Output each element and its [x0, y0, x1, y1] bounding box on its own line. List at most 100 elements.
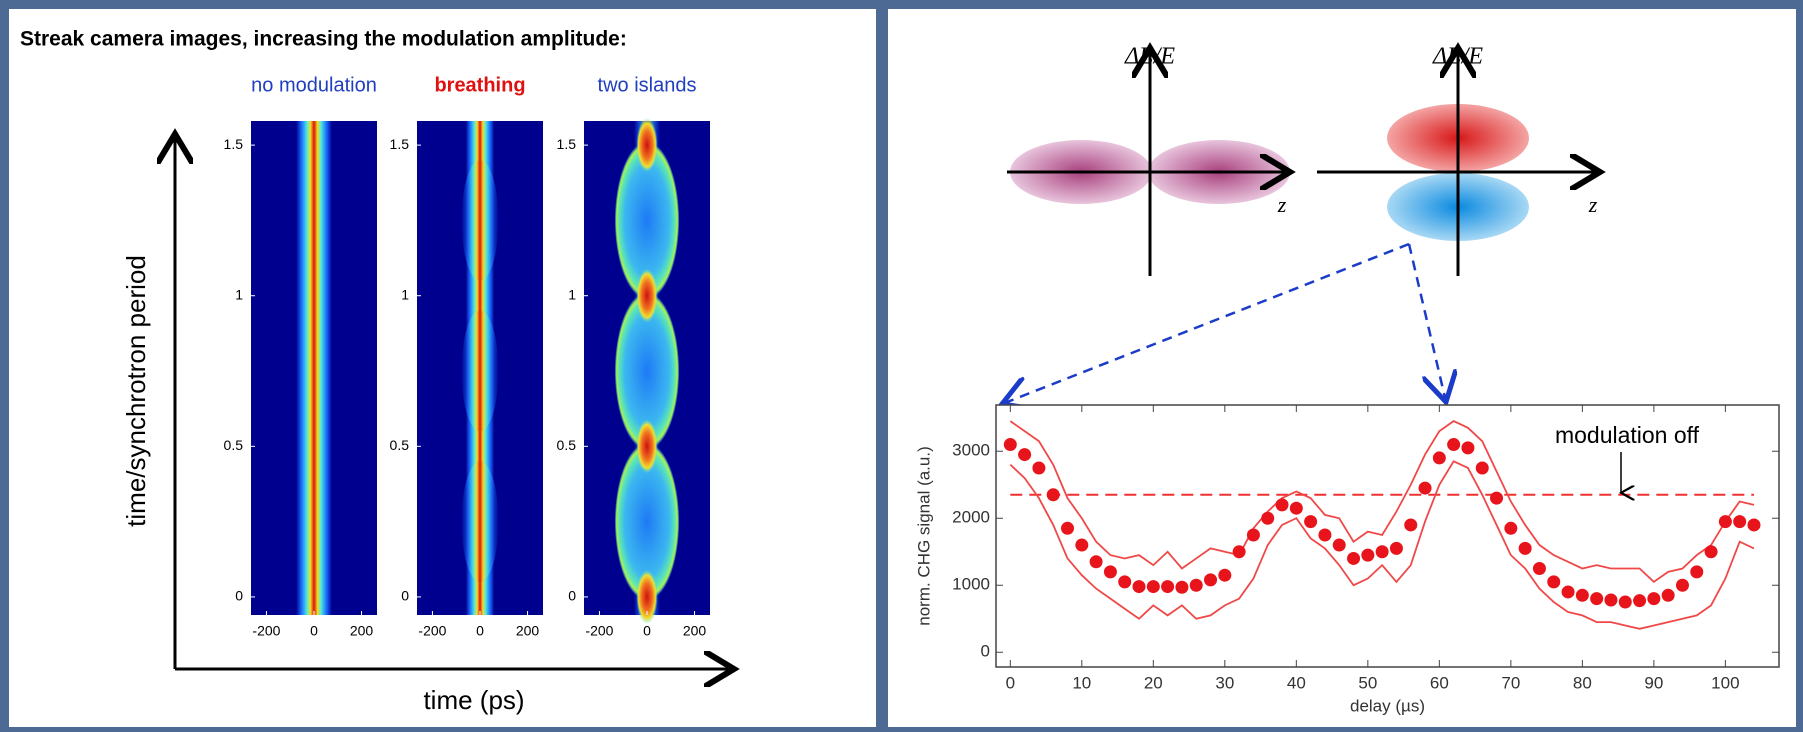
x-tick-label: -200	[252, 623, 280, 639]
y-tick-label: 0	[235, 588, 243, 604]
x-tick-label: 40	[1287, 673, 1306, 692]
data-point	[1404, 518, 1418, 532]
node-blob	[636, 117, 658, 173]
data-point	[1246, 528, 1260, 542]
data-point	[1561, 585, 1575, 599]
data-point	[1661, 588, 1675, 602]
data-point	[1432, 451, 1446, 465]
diagram-label: z	[1588, 192, 1598, 217]
x-tick-label: 200	[516, 623, 540, 639]
data-point	[1118, 575, 1132, 589]
x-tick-label: 50	[1358, 673, 1377, 692]
data-point	[1532, 561, 1546, 575]
data-point	[1075, 538, 1089, 552]
data-point	[1447, 438, 1461, 452]
data-point	[1504, 521, 1518, 535]
data-point	[1475, 461, 1489, 475]
panel-title: no modulation	[251, 74, 377, 96]
x-tick-label: -200	[418, 623, 446, 639]
streak-band	[296, 121, 332, 615]
island	[614, 292, 680, 450]
data-point	[1518, 541, 1532, 555]
data-point	[1046, 488, 1060, 502]
y-axis-label: norm. CHG signal (a.u.)	[914, 446, 933, 626]
y-tick-label: 3000	[952, 441, 990, 460]
x-axis-label: time (ps)	[423, 685, 524, 715]
data-point	[1332, 538, 1346, 552]
y-tick-label: 1	[401, 286, 409, 302]
panel-title: two islands	[598, 74, 697, 96]
annotation: modulation off	[1555, 422, 1700, 448]
data-point	[1161, 580, 1175, 594]
panel-title: breathing	[434, 74, 525, 96]
x-tick-label: 70	[1501, 673, 1520, 692]
x-tick-label: 0	[1006, 673, 1015, 692]
diagram-label: ΔE/E	[1124, 44, 1175, 70]
x-tick-label: 0	[476, 623, 484, 639]
data-point	[1032, 461, 1046, 475]
streak-bulge	[461, 461, 499, 582]
data-point	[1604, 593, 1618, 607]
x-tick-label: 10	[1072, 673, 1091, 692]
x-tick-label: 60	[1430, 673, 1449, 692]
y-tick-label: 1.5	[557, 136, 577, 152]
data-point	[1375, 545, 1389, 559]
data-point	[1146, 580, 1160, 594]
data-point	[1018, 448, 1032, 462]
island	[614, 443, 680, 600]
y-tick-label: 1	[568, 286, 576, 302]
y-tick-label: 2000	[952, 508, 990, 527]
data-point	[1261, 511, 1275, 525]
data-point	[1232, 545, 1246, 559]
x-tick-label: 200	[350, 623, 374, 639]
data-point	[1733, 515, 1747, 529]
data-point	[1204, 573, 1218, 587]
island	[614, 142, 680, 299]
y-axis-label: time/synchrotron period	[121, 255, 151, 527]
data-point	[1618, 595, 1632, 609]
data-point	[1275, 498, 1289, 512]
x-tick-label: -200	[585, 623, 613, 639]
streak-bulge	[461, 160, 499, 281]
data-point	[1747, 518, 1761, 532]
data-point	[1718, 515, 1732, 529]
data-point	[1089, 555, 1103, 569]
data-point	[1132, 580, 1146, 594]
node-blob	[636, 569, 658, 625]
x-tick-label: 30	[1215, 673, 1234, 692]
series-line	[1009, 460, 1755, 630]
node-blob	[636, 268, 658, 323]
data-point	[1175, 580, 1189, 594]
y-tick-label: 0.5	[390, 437, 410, 453]
diagram-label: z	[1277, 192, 1287, 217]
x-tick-label: 0	[310, 623, 318, 639]
y-tick-label: 0.5	[557, 437, 577, 453]
data-point	[1189, 578, 1203, 592]
y-tick-label: 1.5	[224, 136, 244, 152]
zoom-arrow	[1002, 242, 1410, 404]
data-point	[1103, 565, 1117, 579]
data-point	[1304, 515, 1318, 529]
y-tick-label: 1.5	[390, 136, 410, 152]
y-tick-label: 0	[981, 642, 990, 661]
data-point	[1003, 438, 1017, 452]
x-tick-label: 200	[683, 623, 707, 639]
plot-area	[995, 404, 1780, 668]
x-tick-label: 90	[1644, 673, 1663, 692]
data-point	[1675, 578, 1689, 592]
x-tick-label: 100	[1711, 673, 1739, 692]
diagram-label: ΔE/E	[1432, 44, 1483, 70]
data-point	[1547, 575, 1561, 589]
y-tick-label: 1	[235, 286, 243, 302]
data-point	[1289, 501, 1303, 515]
y-tick-label: 0	[401, 588, 409, 604]
data-point	[1590, 592, 1604, 606]
data-point	[1461, 441, 1475, 455]
data-point	[1633, 594, 1647, 608]
series-line	[1009, 420, 1755, 584]
y-tick-label: 0	[568, 588, 576, 604]
data-point	[1704, 545, 1718, 559]
x-axis-label: delay (µs)	[1350, 696, 1425, 715]
data-point	[1347, 551, 1361, 565]
